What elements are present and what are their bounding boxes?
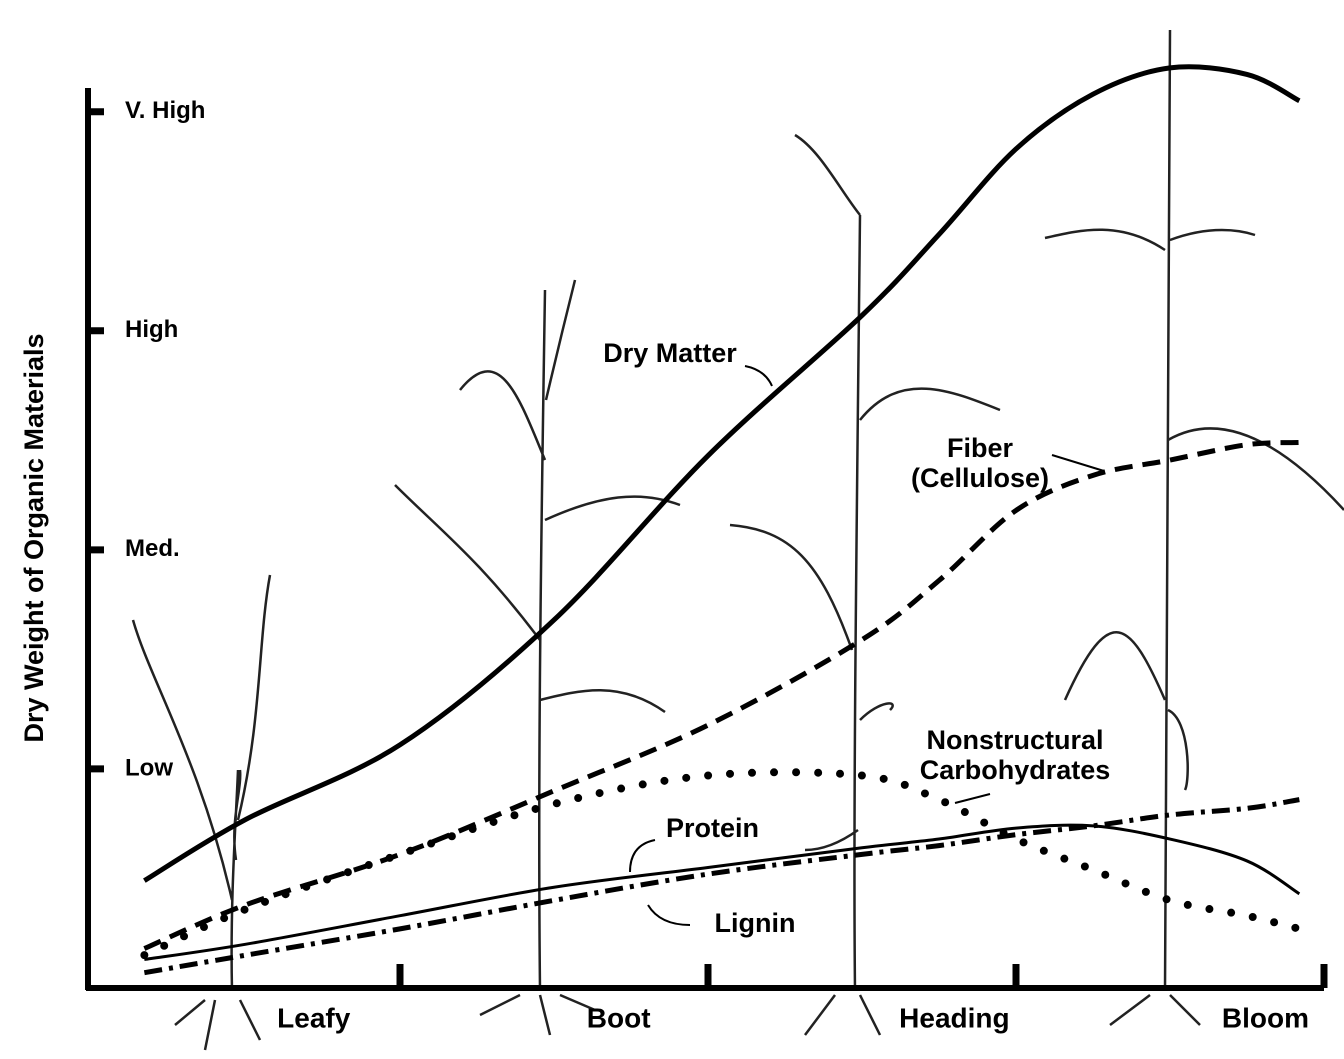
chart: Dry Weight of Organic Materials Low Med. Hi… [0,0,1344,1059]
y-tick-label: High [125,316,178,343]
label-arrow [630,840,655,872]
label-arrow [648,905,690,925]
y-tick-label: Med. [125,535,180,562]
plant-illustrations [133,30,1344,1050]
series-label: Protein [645,813,780,843]
series-label: Nonstructural Carbohydrates [900,725,1130,785]
y-tick-label: Low [125,754,173,781]
x-tick-label: Bloom [1222,1002,1309,1033]
x-tick-label: Leafy [277,1002,351,1033]
x-tick-label: Boot [587,1002,651,1033]
chart-svg: Dry Weight of Organic Materials Low Med. Hi… [0,0,1344,1059]
label-arrow [955,794,990,803]
series-label: Dry Matter [580,338,760,368]
y-axis-title: Dry Weight of Organic Materials [19,333,49,742]
series-line [144,825,1299,959]
series-label: Lignin [690,908,820,938]
series-label: Fiber (Cellulose) [890,433,1070,493]
label-arrow [745,366,772,386]
x-tick-label: Heading [899,1002,1009,1033]
y-tick-label: V. High [125,97,205,124]
